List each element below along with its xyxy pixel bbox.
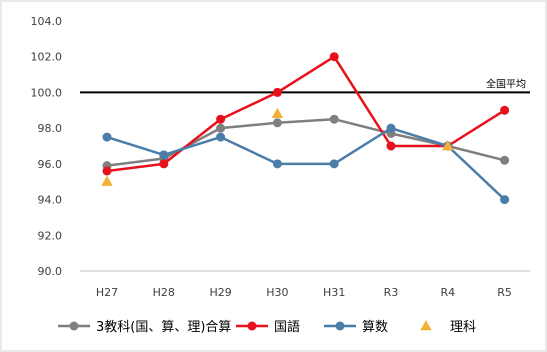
- data-point: [386, 141, 396, 151]
- legend-marker: [420, 320, 432, 331]
- data-point-marker: [442, 140, 454, 151]
- x-tick-label: H28: [153, 286, 175, 299]
- data-point: [272, 159, 282, 169]
- x-axis: H27 H28 H29 H30 H31 R3 R4 R5: [80, 270, 530, 299]
- legend-marker: [69, 321, 79, 331]
- series-line: [106, 55, 506, 173]
- legend-label: 3教科(国、算、理)合算: [96, 319, 231, 335]
- data-point: [216, 132, 226, 142]
- x-tick-label: R4: [440, 286, 455, 299]
- data-point: [159, 150, 169, 160]
- national-average-label: 全国平均: [486, 77, 526, 90]
- data-point: [386, 123, 396, 133]
- legend-item: 国語: [236, 319, 300, 335]
- x-tick-label: H27: [96, 286, 118, 299]
- legend-item: 理科: [420, 320, 476, 335]
- y-tick-label: 98.0: [38, 122, 63, 135]
- legend-item: 3教科(国、算、理)合算: [58, 319, 231, 335]
- y-axis-tick-labels: 90.0 92.0 94.0 96.0 98.0 100.0 102.0 104.0: [31, 15, 63, 278]
- legend: 3教科(国、算、理)合算 国語 算数 理科: [58, 319, 476, 335]
- data-point: [500, 105, 510, 115]
- data-point-marker: [101, 175, 113, 186]
- data-point: [159, 159, 169, 169]
- data-point: [329, 52, 339, 62]
- x-tick-label: H31: [323, 286, 345, 299]
- series-layer: [101, 52, 510, 205]
- legend-marker: [247, 321, 257, 331]
- y-tick-label: 102.0: [31, 51, 63, 64]
- data-point: [500, 155, 510, 165]
- y-tick-label: 94.0: [38, 194, 63, 207]
- x-tick-label: H29: [209, 286, 231, 299]
- series-3: [101, 107, 454, 186]
- x-tick-label: R3: [384, 286, 399, 299]
- data-point: [272, 118, 282, 128]
- data-point: [329, 159, 339, 169]
- data-point: [216, 114, 226, 124]
- x-tick-label: R5: [497, 286, 512, 299]
- legend-item: 算数: [324, 320, 388, 335]
- legend-label: 国語: [274, 319, 300, 335]
- y-tick-label: 90.0: [38, 265, 63, 278]
- national-average-group: 全国平均: [80, 77, 530, 94]
- data-point: [272, 87, 282, 97]
- legend-marker: [335, 321, 345, 331]
- series-line: [106, 126, 506, 201]
- y-tick-label: 96.0: [38, 158, 63, 171]
- legend-label: 理科: [450, 320, 476, 335]
- data-point: [500, 195, 510, 205]
- y-tick-label: 104.0: [31, 15, 63, 28]
- data-point: [216, 123, 226, 133]
- x-tick-label: H30: [266, 286, 288, 299]
- data-point: [329, 114, 339, 124]
- y-tick-label: 100.0: [31, 86, 63, 99]
- data-point: [102, 132, 112, 142]
- legend-label: 算数: [362, 320, 388, 335]
- data-point: [102, 166, 112, 176]
- data-point-marker: [271, 107, 284, 119]
- y-tick-label: 92.0: [38, 229, 63, 242]
